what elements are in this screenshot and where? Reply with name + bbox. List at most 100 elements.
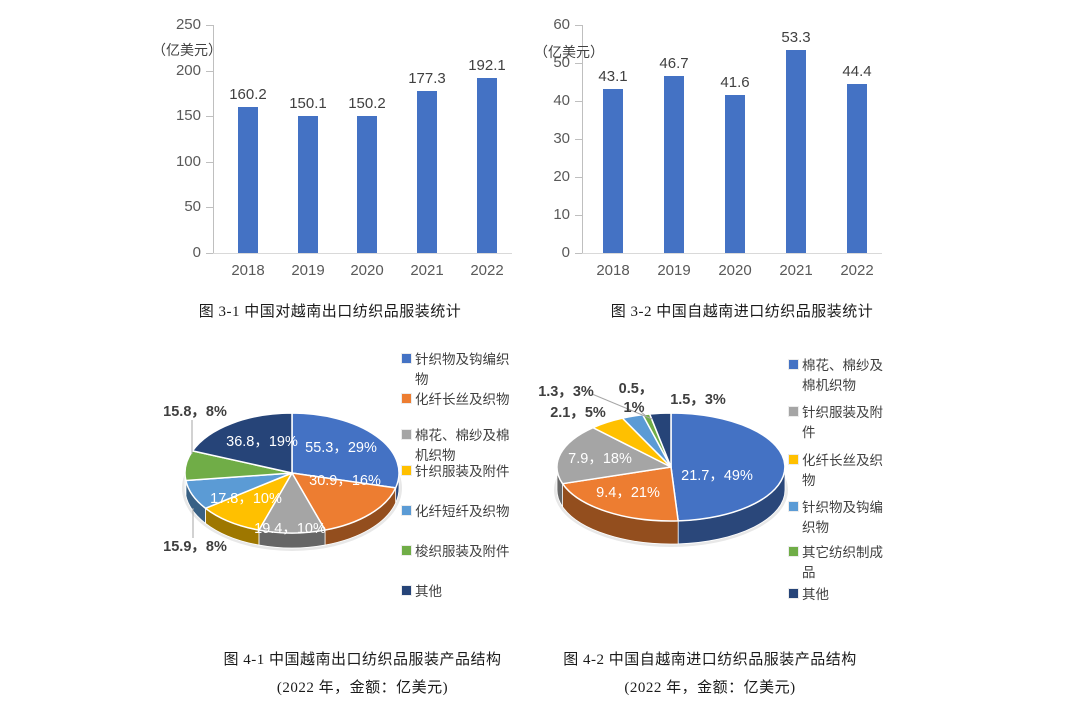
bar-value-label: 43.1	[598, 68, 628, 86]
axis-unit-label: （亿美元）	[152, 42, 222, 58]
y-tick-label: 0	[192, 244, 201, 261]
pie-data-label: 21.7，49%	[681, 468, 753, 484]
y-tick-label: 150	[175, 107, 201, 125]
pie-slice-6	[191, 412, 293, 474]
pie-data-label: 1%	[624, 400, 645, 416]
x-category-label: 2018	[231, 262, 265, 279]
x-category-label: 2022	[840, 262, 874, 279]
legend-marker	[402, 354, 411, 363]
pie-data-label: 9.4，21%	[596, 485, 660, 501]
y-tick-label: 10	[553, 206, 570, 223]
bar-value-label: 150.2	[348, 95, 386, 113]
pie-data-label: 30.9，16%	[309, 473, 381, 489]
legend-label: 针织服装及附件	[415, 464, 510, 479]
legend-marker	[402, 506, 411, 515]
x-category-label: 2019	[657, 262, 691, 279]
y-tick-mark	[575, 177, 582, 178]
legend-label: 针织物及钩编织物	[802, 500, 883, 535]
y-axis-line	[582, 25, 583, 253]
legend-marker	[402, 430, 411, 439]
legend-marker	[402, 586, 411, 595]
y-tick-mark	[575, 215, 582, 216]
y-tick-label: 20	[553, 168, 570, 185]
bar-value-label: 160.2	[229, 85, 267, 103]
pie-slice-0	[291, 412, 400, 489]
y-tick-mark	[206, 70, 213, 72]
legend-label: 其它纺织制成品	[802, 545, 883, 580]
y-tick-mark	[206, 25, 213, 26]
pie-slice-2	[556, 426, 672, 485]
pie-data-label: 1.3，3%	[538, 384, 594, 400]
y-tick-label: 50	[553, 54, 570, 71]
pie-data-label: 1.5，3%	[670, 392, 726, 408]
caption-fig-3-2: 图 3-2 中国自越南进口纺织品服装统计	[610, 304, 874, 320]
y-tick-label: 250	[175, 16, 201, 33]
pie-slice-6	[648, 412, 672, 468]
bar-2019	[298, 116, 318, 253]
y-tick-label: 60	[553, 16, 570, 33]
x-category-label: 2022	[470, 262, 504, 279]
bar-2019	[664, 75, 684, 253]
legend-label: 棉花、棉纱及棉机织物	[415, 428, 510, 463]
legend-label: 其他	[802, 587, 829, 602]
pie-data-label: 55.3，29%	[305, 440, 377, 456]
caption-fig-4-2-title: 图 4-2 中国自越南进口纺织品服装产品结构	[563, 652, 857, 668]
y-tick-mark	[206, 161, 213, 163]
pie-data-label: 36.8，19%	[226, 434, 298, 450]
x-axis-line	[582, 253, 882, 254]
x-category-label: 2019	[291, 262, 325, 279]
legend-marker	[789, 360, 798, 369]
bar-value-label: 53.3	[781, 29, 811, 47]
caption-fig-4-1-subtitle: (2022 年，金额：亿美元)	[276, 680, 449, 696]
x-category-label: 2021	[779, 262, 813, 279]
pie-data-label: 7.9，18%	[568, 451, 632, 467]
y-tick-label: 40	[553, 92, 570, 109]
y-tick-label: 200	[175, 61, 201, 79]
caption-fig-4-1-title: 图 4-1 中国越南出口纺织品服装产品结构	[223, 652, 502, 668]
bar-2018	[238, 106, 258, 253]
pie-data-label: 15.8，8%	[163, 404, 227, 420]
legend-marker	[789, 589, 798, 598]
caption-fig-4-2-subtitle: (2022 年，金额：亿美元)	[624, 680, 796, 696]
y-tick-label: 100	[175, 152, 201, 170]
legend-label: 化纤短纤及织物	[415, 504, 510, 519]
y-tick-label: 30	[553, 130, 570, 147]
bar-value-label: 150.1	[289, 95, 327, 113]
pie-data-label: 0.5，	[619, 381, 654, 397]
pie-data-label: 17.8，10%	[210, 491, 282, 507]
legend-label: 其他	[415, 584, 442, 599]
y-tick-mark	[575, 25, 582, 26]
bar-2018	[603, 89, 623, 253]
caption-fig-3-1: 图 3-1 中国对越南出口纺织品服装统计	[198, 304, 462, 320]
y-axis-line	[213, 25, 214, 253]
legend-label: 棉花、棉纱及棉机织物	[802, 358, 883, 393]
pie-chart-import: 21.7，49% 9.4，21% 7.9，18% 2.1，5% 1.3，3% 0.5， 1%…	[538, 381, 788, 547]
bar-2022	[847, 84, 867, 253]
pie-data-label: 2.1，5%	[550, 405, 606, 421]
x-category-label: 2018	[596, 262, 630, 279]
leader-line	[640, 411, 647, 417]
y-tick-mark	[206, 116, 213, 118]
bar-2020	[357, 116, 377, 253]
pie-slice-1	[291, 472, 397, 531]
y-tick-mark	[575, 139, 582, 140]
pie-slice-1	[561, 466, 679, 522]
legend-marker	[789, 547, 798, 556]
legend-marker	[402, 466, 411, 475]
legend-label: 针织服装及附件	[802, 405, 883, 440]
pie-data-label: 15.9，8%	[163, 539, 227, 555]
bar-2020	[725, 94, 745, 253]
y-tick-mark	[206, 207, 213, 209]
x-category-label: 2020	[350, 262, 384, 279]
legend-marker	[789, 455, 798, 464]
x-axis-line	[213, 253, 512, 254]
pie-data-label: 19.4，10%	[254, 521, 326, 537]
bar-value-label: 192.1	[468, 56, 506, 74]
y-tick-label: 0	[561, 244, 570, 261]
legend-marker	[789, 502, 798, 511]
legend-label: 针织物及钩编织物	[415, 352, 510, 387]
